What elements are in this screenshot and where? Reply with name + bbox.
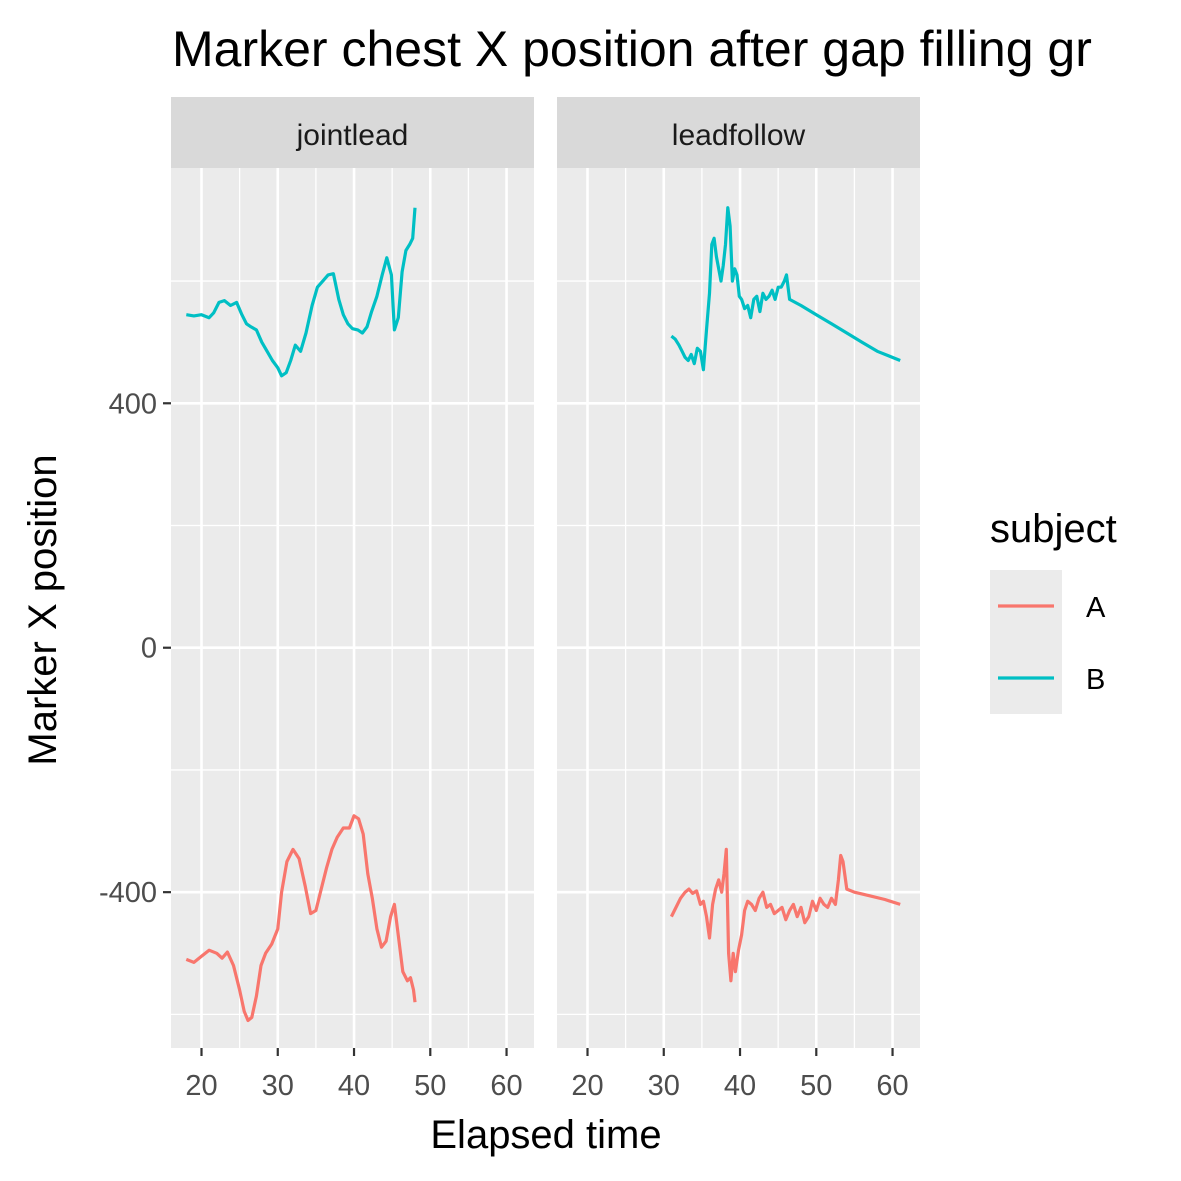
- x-tick-label: 60: [876, 1070, 908, 1102]
- panel-jointlead: jointlead 20 30 40 50 60: [171, 97, 534, 1102]
- panel-background: [557, 168, 920, 1048]
- chart-title: Marker chest X position after gap fillin…: [172, 21, 1092, 77]
- x-tick-label: 20: [571, 1070, 603, 1102]
- panel-leadfollow: leadfollow 20 30 40 50 60: [557, 97, 920, 1102]
- strip-label-jointlead: jointlead: [296, 119, 409, 152]
- series-line-B-jointlead: [186, 207, 417, 378]
- series-line-A-jointlead: [185, 814, 417, 1023]
- x-tick-label: 20: [185, 1070, 217, 1102]
- x-tick-label: 40: [724, 1070, 756, 1102]
- x-tick-label: 30: [262, 1070, 294, 1102]
- x-tick-label: 50: [414, 1070, 446, 1102]
- legend-label-A: A: [1086, 592, 1106, 624]
- x-tick-label: 50: [800, 1070, 832, 1102]
- series-line-B-leadfollow: [670, 206, 901, 372]
- x-tick-label: 60: [490, 1070, 522, 1102]
- x-axis-title: Elapsed time: [430, 1113, 661, 1157]
- strip-jointlead: [171, 97, 534, 168]
- panel-background: [171, 168, 534, 1048]
- y-tick-label: -400: [99, 877, 157, 909]
- y-tick-label: 0: [141, 633, 157, 665]
- x-tick-label: 30: [648, 1070, 680, 1102]
- legend-key-background: [990, 570, 1062, 714]
- legend-label-B: B: [1086, 664, 1105, 696]
- x-tick-label: 40: [338, 1070, 370, 1102]
- strip-leadfollow: [557, 97, 920, 168]
- panels: jointlead 20 30 40 50 60 leadfollow 20 30 40 50 60: [171, 97, 920, 1102]
- legend-title: subject: [990, 507, 1117, 551]
- y-axis-title: Marker X position: [21, 454, 65, 765]
- y-tick-label: 400: [109, 388, 157, 420]
- strip-label-leadfollow: leadfollow: [672, 119, 806, 152]
- y-axis: -400 0 400: [99, 388, 171, 909]
- legend: subject A B: [990, 507, 1117, 714]
- series-line-A-leadfollow: [669, 847, 901, 983]
